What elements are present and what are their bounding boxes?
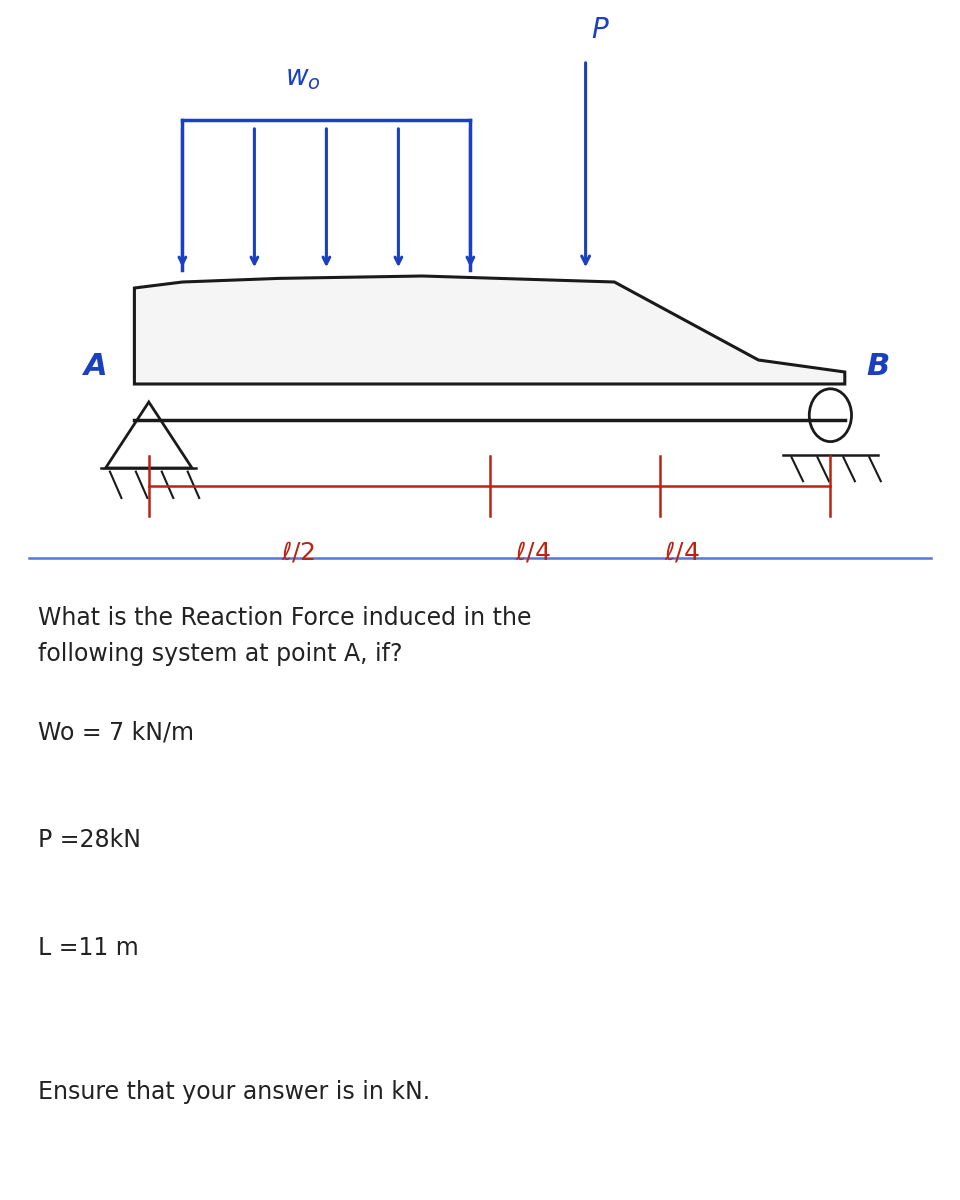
Text: $\ell/4$: $\ell/4$ xyxy=(663,540,700,564)
Text: A: A xyxy=(84,352,108,380)
Text: P =28kN: P =28kN xyxy=(38,828,141,852)
Text: $w_o$: $w_o$ xyxy=(284,64,321,92)
Text: $\ell/2$: $\ell/2$ xyxy=(280,540,315,564)
Text: B: B xyxy=(867,352,890,380)
Text: P: P xyxy=(591,16,609,44)
Text: L =11 m: L =11 m xyxy=(38,936,139,960)
Text: Wo = 7 kN/m: Wo = 7 kN/m xyxy=(38,720,194,744)
Text: $\ell/4$: $\ell/4$ xyxy=(515,540,551,564)
Text: Ensure that your answer is in kN.: Ensure that your answer is in kN. xyxy=(38,1080,430,1104)
Text: What is the Reaction Force induced in the
following system at point A, if?: What is the Reaction Force induced in th… xyxy=(38,606,532,666)
Polygon shape xyxy=(134,276,845,384)
